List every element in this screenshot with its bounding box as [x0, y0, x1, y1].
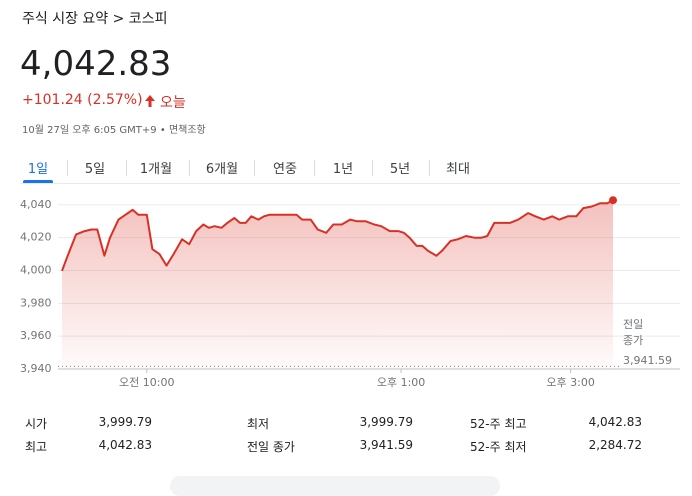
- y-tick-label: 3,960: [20, 329, 52, 342]
- area: [62, 200, 613, 369]
- tab[interactable]: 최대: [446, 162, 470, 177]
- tab[interactable]: 1일: [27, 162, 49, 177]
- x-tick-label: 오후 3:00: [546, 376, 594, 389]
- period: 오늘: [160, 95, 186, 111]
- stat-label: 52-주 최고: [470, 417, 527, 431]
- stat-value: 3,999.79: [359, 415, 413, 429]
- y-tick-label: 4,000: [20, 264, 52, 277]
- stat-label: 최저: [247, 417, 270, 431]
- disclaimer[interactable]: 면책조항: [168, 125, 206, 136]
- bottom-bar[interactable]: [170, 476, 500, 496]
- chart: 3,940 3,960 3,980 4,000 4,020 4,040 오전 10:00 오후…: [20, 196, 680, 389]
- tab[interactable]: 1년: [332, 162, 354, 177]
- x-tick-label: 오후 1:00: [377, 376, 425, 389]
- stat-value: 3,941.59: [359, 438, 413, 452]
- price: 4,042.83: [20, 44, 172, 84]
- stat-value: 3,999.79: [98, 415, 152, 429]
- stat-value: 4,042.83: [588, 415, 642, 429]
- tab[interactable]: 5일: [84, 162, 106, 177]
- previous-close-value: 3,941.59: [623, 354, 672, 367]
- change: +101.24 (2.57%): [22, 92, 143, 108]
- tab-separator: [125, 160, 127, 176]
- tab-separator: [253, 160, 255, 176]
- tab[interactable]: 5년: [389, 162, 411, 177]
- stat-label: 시가: [25, 417, 48, 431]
- tab-divider: [20, 183, 680, 184]
- timestamp: 10월 27일 오후 6:05 GMT+9: [22, 125, 157, 136]
- tab-separator: [371, 160, 373, 176]
- y-tick-label: 3,980: [20, 296, 52, 309]
- previous-close-label: 전일 종가: [623, 318, 644, 347]
- tab-separator: [314, 160, 315, 176]
- timestamp-line: 10월 27일 오후 6:05 GMT+9 • 면책조항: [22, 121, 206, 136]
- stat-value: 2,284.72: [588, 438, 642, 452]
- tab[interactable]: 6개월: [205, 162, 239, 177]
- stat-value: 4,042.83: [98, 438, 152, 452]
- up-arrow: [145, 95, 155, 107]
- y-tick-label: 4,020: [20, 231, 52, 244]
- page: 주식 시장 요약 > 코스피 4,042.83 +101.24 (2.57%) …: [20, 11, 680, 496]
- y-tick-label: 3,940: [20, 362, 52, 375]
- separator: •: [159, 125, 166, 136]
- tab[interactable]: 1개월: [139, 162, 173, 177]
- x-tick-label: 오전 10:00: [119, 376, 174, 389]
- tab-underline: [23, 180, 53, 183]
- tab[interactable]: 연중: [273, 162, 297, 177]
- stat-label: 최고: [25, 440, 48, 454]
- stat-label: 52-주 최저: [470, 440, 527, 454]
- stat-label: 전일 종가: [247, 440, 295, 454]
- last-point: [609, 196, 617, 205]
- breadcrumb[interactable]: 주식 시장 요약 > 코스피: [22, 11, 168, 27]
- tab-separator: [189, 160, 190, 176]
- tab-separator: [66, 160, 68, 176]
- y-tick-label: 4,040: [20, 198, 52, 211]
- tab-separator: [429, 160, 430, 176]
- line: [61, 199, 614, 272]
